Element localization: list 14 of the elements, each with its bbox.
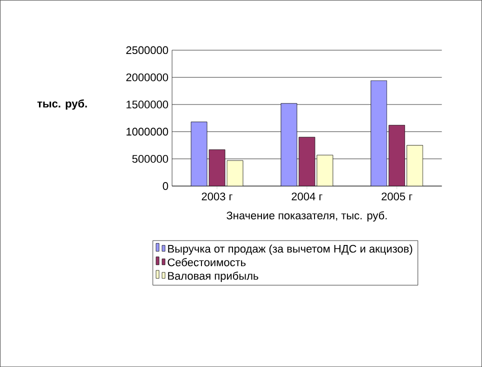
legend-label: Выручка от продаж (за вычетом НДС и акцизов): [168, 244, 412, 255]
legend-label: Валовая прибыль: [168, 272, 258, 282]
y-tick-label: 500000: [132, 154, 168, 163]
legend-label: Себестоимость: [168, 258, 246, 266]
x-tick-label: 2005 г: [382, 192, 412, 200]
y-tick-label: 2500000: [126, 46, 168, 54]
y-tick-label: 2000000: [126, 73, 168, 82]
x-tick-label: 2004 г: [292, 192, 322, 200]
x-tick-label: 2003 г: [202, 192, 232, 200]
y-axis-title: тыс. руб.: [37, 99, 87, 110]
x-axis-title: Значение показателя, тыс. руб.: [226, 211, 387, 222]
y-tick-label: 0: [162, 182, 168, 190]
y-tick-label: 1500000: [126, 100, 168, 108]
y-tick-label: 1000000: [126, 128, 168, 136]
